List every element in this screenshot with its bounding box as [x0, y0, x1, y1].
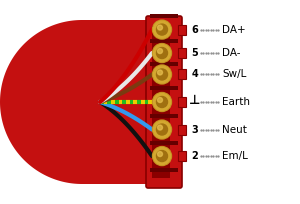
Circle shape: [157, 96, 167, 108]
Text: 3: 3: [192, 124, 198, 135]
Circle shape: [158, 152, 163, 156]
Circle shape: [152, 120, 172, 139]
Text: Sw/L: Sw/L: [222, 69, 246, 80]
Circle shape: [157, 151, 167, 162]
Bar: [150, 14, 178, 18]
Bar: [152, 26, 170, 178]
Circle shape: [152, 65, 172, 84]
Bar: [178, 151, 186, 161]
Text: Neut: Neut: [222, 124, 247, 135]
Bar: [150, 168, 178, 172]
Circle shape: [158, 98, 163, 102]
Text: 6: 6: [192, 24, 198, 35]
Text: ⊥: ⊥: [189, 94, 201, 108]
Circle shape: [152, 43, 172, 63]
Circle shape: [152, 92, 172, 112]
Circle shape: [158, 25, 163, 30]
Text: DA+: DA+: [222, 24, 246, 35]
FancyBboxPatch shape: [146, 16, 182, 188]
Bar: [178, 97, 186, 107]
Text: Earth: Earth: [222, 97, 250, 107]
Circle shape: [157, 124, 167, 135]
Bar: [150, 114, 178, 118]
Text: DA-: DA-: [222, 48, 241, 58]
Circle shape: [152, 20, 172, 39]
Circle shape: [154, 21, 170, 38]
Circle shape: [154, 44, 170, 62]
Circle shape: [158, 70, 163, 75]
Circle shape: [157, 69, 167, 80]
Text: 5: 5: [192, 48, 198, 58]
Text: 4: 4: [192, 69, 198, 80]
Bar: [178, 69, 186, 80]
Circle shape: [158, 125, 163, 130]
Text: 2: 2: [192, 151, 198, 161]
Text: Em/L: Em/L: [222, 151, 248, 161]
Bar: [150, 86, 178, 90]
Circle shape: [154, 121, 170, 138]
Bar: [150, 39, 178, 43]
Circle shape: [157, 24, 167, 35]
Bar: [178, 124, 186, 135]
Bar: [178, 24, 186, 35]
Bar: [150, 62, 178, 66]
Circle shape: [152, 146, 172, 166]
Circle shape: [154, 66, 170, 83]
Polygon shape: [0, 20, 172, 184]
Bar: [150, 141, 178, 145]
Circle shape: [157, 48, 167, 59]
Circle shape: [158, 49, 163, 53]
Circle shape: [154, 93, 170, 111]
Bar: [178, 48, 186, 58]
Circle shape: [154, 147, 170, 165]
